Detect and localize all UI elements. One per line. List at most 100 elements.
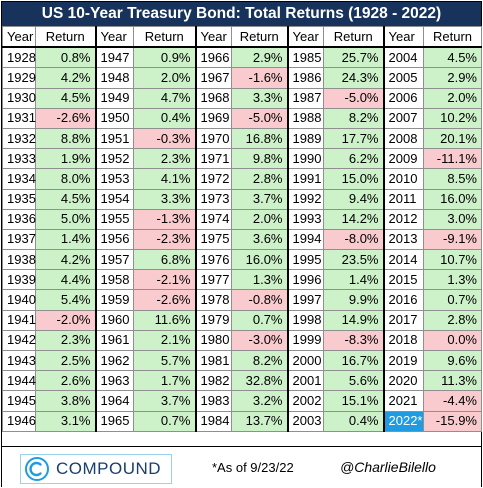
year-cell: 1961	[94, 329, 134, 352]
return-cell: 25.7%	[323, 46, 384, 69]
year-cell: 1949	[94, 87, 134, 109]
year-cell: 1979	[194, 309, 232, 331]
return-cell: 3.7%	[133, 390, 196, 412]
return-header: Return	[323, 26, 384, 49]
return-cell: -8.3%	[323, 329, 384, 352]
year-cell: 1939	[2, 269, 36, 291]
year-cell: 2000	[286, 349, 324, 372]
return-cell: -0.3%	[133, 127, 196, 150]
year-cell: 1937	[2, 228, 36, 251]
return-cell: 0.4%	[323, 410, 384, 432]
year-cell: 1966	[194, 46, 232, 69]
return-cell: -15.9%	[423, 410, 482, 432]
year-cell: 1984	[194, 410, 232, 432]
return-cell: 5.0%	[35, 208, 96, 230]
return-cell: 4.4%	[35, 269, 96, 291]
return-cell: 14.9%	[323, 309, 384, 331]
return-cell: 2.3%	[35, 329, 96, 352]
return-cell: 4.2%	[35, 249, 96, 271]
compound-logo-icon	[25, 457, 49, 481]
year-cell: 1942	[2, 329, 36, 352]
year-cell: 2004	[382, 46, 424, 69]
return-cell: 8.0%	[35, 168, 96, 190]
return-cell: 3.0%	[423, 208, 482, 230]
year-cell: 1931	[2, 107, 36, 129]
return-header: Return	[35, 26, 96, 49]
year-cell: 1944	[2, 370, 36, 392]
year-cell: 1933	[2, 148, 36, 170]
year-cell: 1972	[194, 168, 232, 190]
year-cell: 2016	[382, 289, 424, 311]
return-cell: 2.9%	[231, 46, 288, 69]
return-cell: -1.6%	[231, 67, 288, 89]
year-cell: 1989	[286, 127, 324, 150]
author-handle: @CharlieBilello	[340, 459, 436, 475]
return-cell: 15.1%	[323, 390, 384, 412]
year-cell: 2019	[382, 349, 424, 372]
return-cell: -2.0%	[35, 309, 96, 331]
return-cell: 5.7%	[133, 349, 196, 372]
year-cell: 1977	[194, 269, 232, 291]
return-cell: 11.3%	[423, 370, 482, 392]
return-cell: -2.6%	[133, 289, 196, 311]
return-cell: 2.0%	[231, 208, 288, 230]
year-cell: 1948	[94, 67, 134, 89]
return-cell: 3.3%	[231, 87, 288, 109]
return-cell: 1.4%	[323, 269, 384, 291]
return-cell: 2.1%	[133, 329, 196, 352]
return-cell: -9.1%	[423, 228, 482, 251]
return-cell: 24.3%	[323, 67, 384, 89]
return-cell: 2.0%	[133, 67, 196, 89]
table-row: 1929 4.2% 1948 2.0% 1967 -1.6% 1986 24.3% 2005 2.…	[2, 67, 482, 89]
table-title: US 10-Year Treasury Bond: Total Returns …	[2, 2, 481, 26]
return-cell: 1.4%	[35, 228, 96, 251]
return-cell: 2.6%	[35, 370, 96, 392]
return-cell: 10.7%	[423, 249, 482, 271]
year-cell: 1934	[2, 168, 36, 190]
year-cell: 1941	[2, 309, 36, 331]
year-cell: 1991	[286, 168, 324, 190]
returns-table: Year Return Year Return Year Return Year Return…	[2, 26, 482, 432]
year-cell: 1964	[94, 390, 134, 412]
return-header: Return	[423, 26, 482, 49]
year-cell: 1936	[2, 208, 36, 230]
year-cell: 2017	[382, 309, 424, 331]
year-cell: 1945	[2, 390, 36, 412]
return-cell: 8.8%	[35, 127, 96, 150]
year-cell: 1994	[286, 228, 324, 251]
year-cell: 2001	[286, 370, 324, 392]
year-cell: 1962	[94, 349, 134, 372]
return-cell: 11.6%	[133, 309, 196, 331]
return-cell: 16.0%	[231, 249, 288, 271]
return-cell: 3.2%	[231, 390, 288, 412]
year-cell: 1997	[286, 289, 324, 311]
year-cell: 2013	[382, 228, 424, 251]
table-row: 1940 5.4% 1959 -2.6% 1978 -0.8% 1997 9.9% 2016 0.…	[2, 289, 482, 311]
year-cell: 1946	[2, 410, 36, 432]
year-cell: 2022*	[382, 410, 424, 432]
year-cell: 1985	[286, 46, 324, 69]
year-cell: 2014	[382, 249, 424, 271]
year-cell: 2015	[382, 269, 424, 291]
year-cell: 1965	[94, 410, 134, 432]
table-row: 1932 8.8% 1951 -0.3% 1970 16.8% 1989 17.7% 2008 2…	[2, 127, 482, 150]
year-cell: 1968	[194, 87, 232, 109]
return-cell: 8.2%	[231, 349, 288, 372]
year-cell: 1983	[194, 390, 232, 412]
year-cell: 1999	[286, 329, 324, 352]
return-cell: 16.0%	[423, 188, 482, 210]
return-cell: -5.0%	[323, 87, 384, 109]
year-cell: 1971	[194, 148, 232, 170]
return-cell: -11.1%	[423, 148, 482, 170]
year-cell: 2011	[382, 188, 424, 210]
year-cell: 1955	[94, 208, 134, 230]
year-cell: 2005	[382, 67, 424, 89]
return-cell: -2.3%	[133, 228, 196, 251]
year-cell: 1986	[286, 67, 324, 89]
year-cell: 1938	[2, 249, 36, 271]
year-cell: 1953	[94, 168, 134, 190]
return-cell: 0.4%	[133, 107, 196, 129]
table-row: 1931 -2.6% 1950 0.4% 1969 -5.0% 1988 8.2% 2007 10…	[2, 107, 482, 129]
year-cell: 1963	[94, 370, 134, 392]
